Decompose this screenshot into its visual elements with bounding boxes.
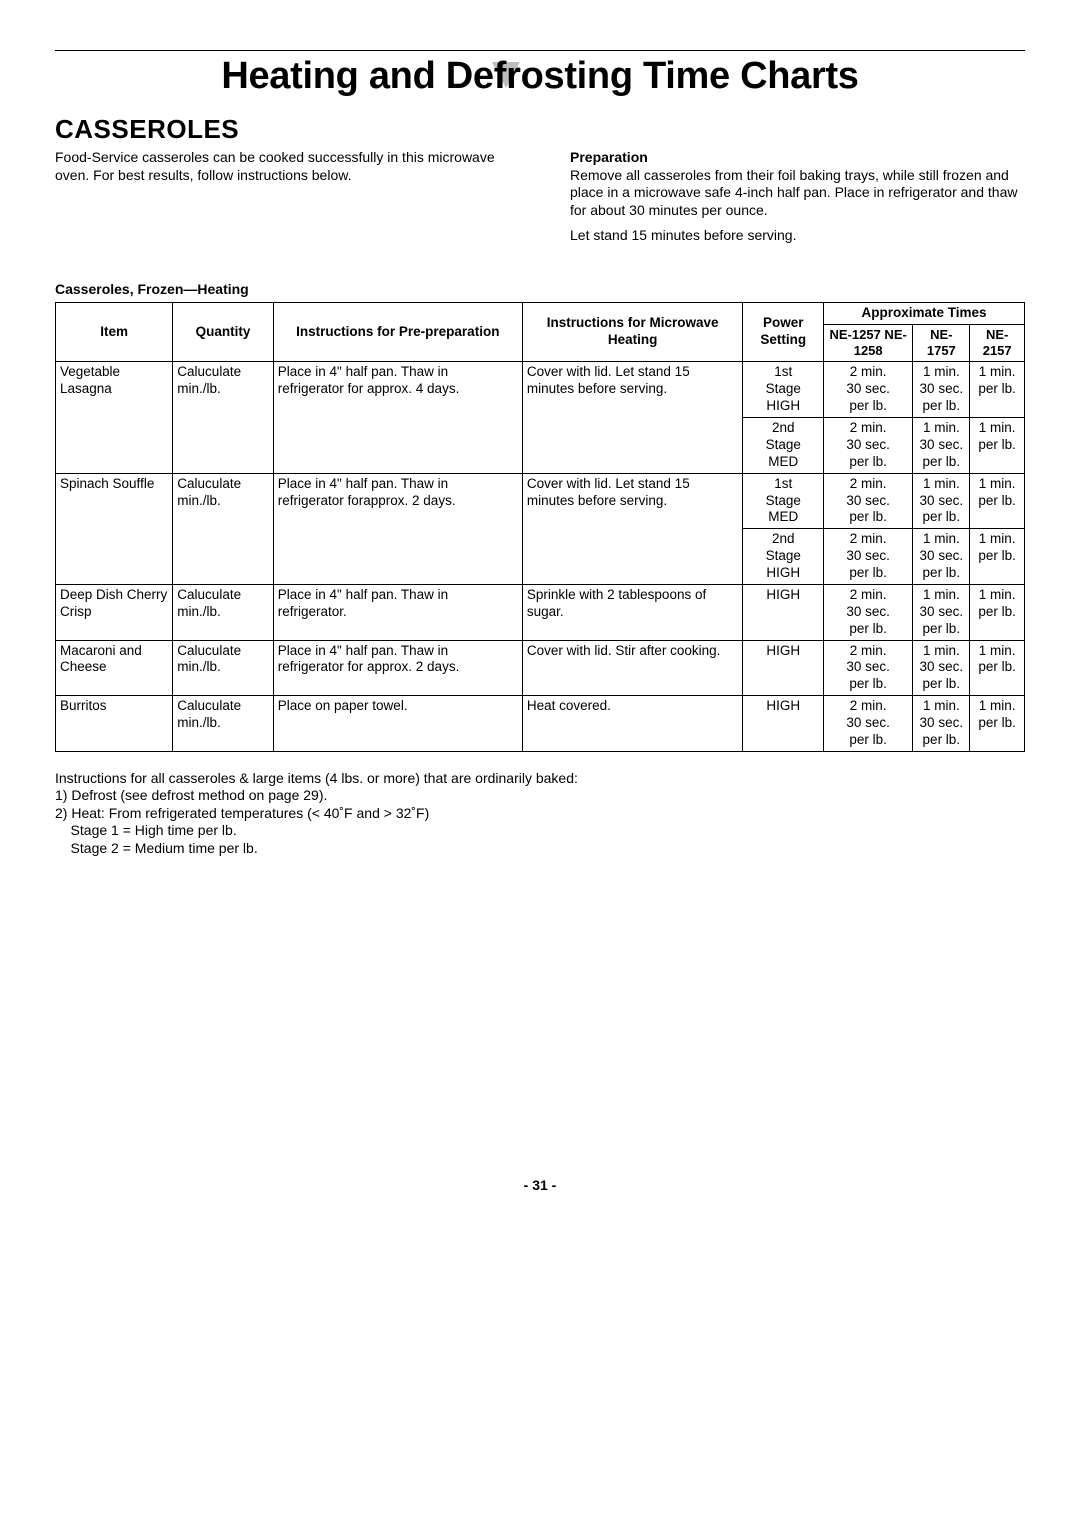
intro-right: Preparation Remove all casseroles from t… <box>570 149 1025 253</box>
cell-t3: 1 min.per lb. <box>970 362 1025 418</box>
cell-t1: 2 min.30 sec.per lb. <box>824 362 913 418</box>
table-caption: Casseroles, Frozen—Heating <box>55 281 1025 299</box>
table-header-row-1: Item Quantity Instructions for Pre-prepa… <box>56 303 1025 325</box>
note-line: Stage 1 = High time per lb. <box>55 822 1025 840</box>
casserole-table: Item Quantity Instructions for Pre-prepa… <box>55 302 1025 752</box>
col-approx: Approximate Times <box>824 303 1025 325</box>
cell-t1: 2 min.30 sec.per lb. <box>824 584 913 640</box>
col-m1: NE-1257 NE-1258 <box>824 324 913 362</box>
cell-qty: Caluculate min./lb. <box>173 640 273 696</box>
cell-t3: 1 min.per lb. <box>970 473 1025 529</box>
cell-micro: Cover with lid. Let stand 15 minutes bef… <box>522 473 743 584</box>
cell-micro: Sprinkle with 2 tablespoons of sugar. <box>522 584 743 640</box>
cell-t1: 2 min.30 sec.per lb. <box>824 473 913 529</box>
cell-t1: 2 min.30 sec.per lb. <box>824 640 913 696</box>
prep-body: Remove all casseroles from their foil ba… <box>570 167 1017 218</box>
title-before: Heating and De <box>221 55 493 97</box>
cell-t3: 1 min.per lb. <box>970 418 1025 474</box>
cell-pre: Place in 4" half pan. Thaw in refrigerat… <box>273 640 522 696</box>
cell-micro: Heat covered. <box>522 696 743 752</box>
cell-qty: Caluculate min./lb. <box>173 696 273 752</box>
cell-pre: Place in 4" half pan. Thaw in refrigerat… <box>273 584 522 640</box>
note-line: 2) Heat: From refrigerated temperatures … <box>55 805 1025 823</box>
col-power: Power Setting <box>743 303 824 362</box>
table-row: Macaroni and CheeseCaluculate min./lb.Pl… <box>56 640 1025 696</box>
prep-heading: Preparation <box>570 149 648 165</box>
cell-power: 2ndStageHIGH <box>743 529 824 585</box>
col-m3: NE-2157 <box>970 324 1025 362</box>
cell-t3: 1 min.per lb. <box>970 584 1025 640</box>
cell-power: HIGH <box>743 696 824 752</box>
table-row: Deep Dish Cherry CrispCaluculate min./lb… <box>56 584 1025 640</box>
note-line: Stage 2 = Medium time per lb. <box>55 840 1025 858</box>
cell-power: 2ndStageMED <box>743 418 824 474</box>
prep-block: Preparation Remove all casseroles from t… <box>570 149 1025 219</box>
page-number: - 31 - <box>55 1177 1025 1195</box>
cell-t2: 1 min.30 sec.per lb. <box>913 473 970 529</box>
cell-t1: 2 min.30 sec.per lb. <box>824 418 913 474</box>
cell-item: Spinach Souffle <box>56 473 173 584</box>
section-heading: CASSEROLES <box>55 113 1025 146</box>
cell-pre: Place in 4" half pan. Thaw in refrigerat… <box>273 362 522 473</box>
table-row: BurritosCaluculate min./lb.Place on pape… <box>56 696 1025 752</box>
table-row: Vegetable LasagnaCaluculate min./lb.Plac… <box>56 362 1025 418</box>
cell-pre: Place on paper towel. <box>273 696 522 752</box>
page-title: Heating and Defrosting Time Charts <box>55 53 1025 101</box>
col-qty: Quantity <box>173 303 273 362</box>
cell-t2: 1 min.30 sec.per lb. <box>913 696 970 752</box>
top-rule <box>55 50 1025 51</box>
cell-t3: 1 min.per lb. <box>970 529 1025 585</box>
cell-qty: Caluculate min./lb. <box>173 362 273 473</box>
cell-t2: 1 min.30 sec.per lb. <box>913 529 970 585</box>
note-line: Instructions for all casseroles & large … <box>55 770 1025 788</box>
cell-micro: Cover with lid. Let stand 15 minutes bef… <box>522 362 743 473</box>
cell-t1: 2 min.30 sec.per lb. <box>824 696 913 752</box>
cell-t3: 1 min.per lb. <box>970 640 1025 696</box>
cell-item: Burritos <box>56 696 173 752</box>
cell-t3: 1 min.per lb. <box>970 696 1025 752</box>
cell-pre: Place in 4" half pan. Thaw in refrigerat… <box>273 473 522 584</box>
table-row: Spinach SouffleCaluculate min./lb.Place … <box>56 473 1025 529</box>
cell-item: Vegetable Lasagna <box>56 362 173 473</box>
cell-item: Macaroni and Cheese <box>56 640 173 696</box>
cell-t2: 1 min.30 sec.per lb. <box>913 584 970 640</box>
cell-micro: Cover with lid. Stir after cooking. <box>522 640 743 696</box>
table-body: Vegetable LasagnaCaluculate min./lb.Plac… <box>56 362 1025 751</box>
prep-tail: Let stand 15 minutes before serving. <box>570 227 1025 245</box>
note-line: 1) Defrost (see defrost method on page 2… <box>55 787 1025 805</box>
cell-qty: Caluculate min./lb. <box>173 473 273 584</box>
title-after: frosting Time Charts <box>494 55 859 97</box>
intro-columns: Food-Service casseroles can be cooked su… <box>55 149 1025 253</box>
col-pre: Instructions for Pre-preparation <box>273 303 522 362</box>
cell-power: HIGH <box>743 584 824 640</box>
footnotes: Instructions for all casseroles & large … <box>55 770 1025 858</box>
col-m2: NE-1757 <box>913 324 970 362</box>
cell-t2: 1 min.30 sec.per lb. <box>913 640 970 696</box>
cell-power: 1stStageMED <box>743 473 824 529</box>
col-item: Item <box>56 303 173 362</box>
cell-t2: 1 min.30 sec.per lb. <box>913 418 970 474</box>
cell-t2: 1 min.30 sec.per lb. <box>913 362 970 418</box>
cell-item: Deep Dish Cherry Crisp <box>56 584 173 640</box>
cell-t1: 2 min.30 sec.per lb. <box>824 529 913 585</box>
cell-power: HIGH <box>743 640 824 696</box>
col-micro: Instructions for Microwave Heating <box>522 303 743 362</box>
intro-left: Food-Service casseroles can be cooked su… <box>55 149 510 253</box>
cell-power: 1stStageHIGH <box>743 362 824 418</box>
cell-qty: Caluculate min./lb. <box>173 584 273 640</box>
intro-left-text: Food-Service casseroles can be cooked su… <box>55 149 510 184</box>
